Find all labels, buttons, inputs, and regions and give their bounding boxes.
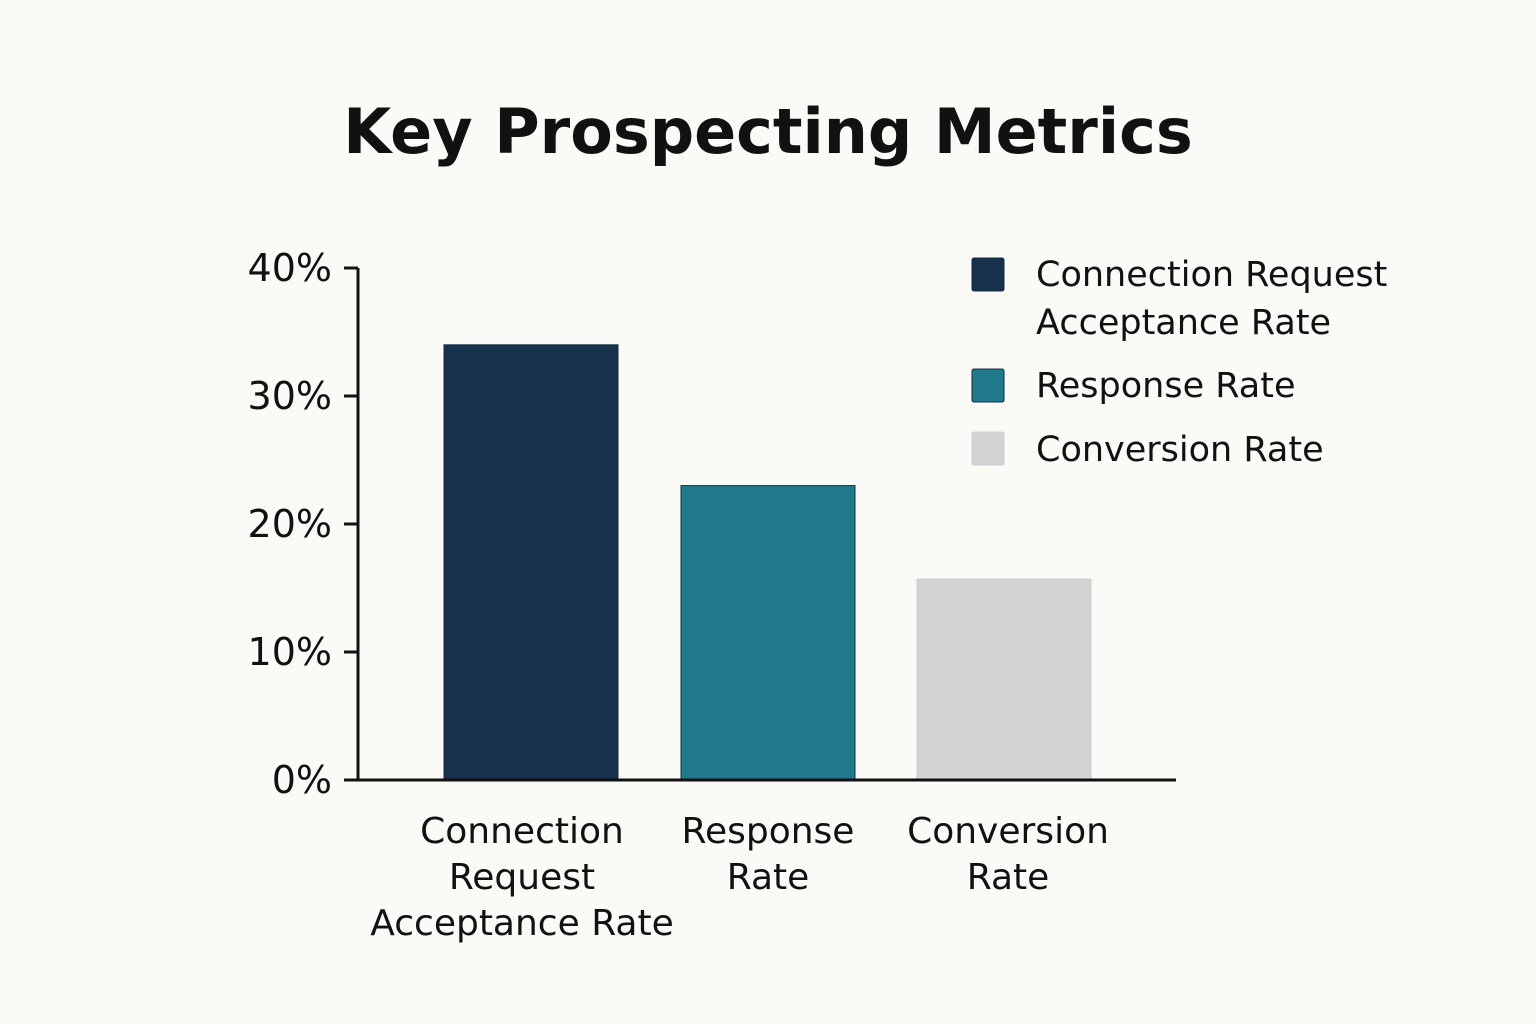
x-axis-category-labels: Connection Request Acceptance Rate Response… xyxy=(370,811,1109,944)
y-tick-label: 30% xyxy=(248,374,332,418)
bars xyxy=(443,344,1092,781)
legend-label: Connection Request xyxy=(1036,255,1387,295)
y-tick-label: 10% xyxy=(248,630,332,674)
axes xyxy=(356,268,1176,782)
bar xyxy=(680,485,856,781)
x-tick-label: Response xyxy=(682,811,855,852)
y-tick-label: 0% xyxy=(272,758,332,802)
x-tick-label: Request xyxy=(449,857,595,898)
y-axis-ticks: 0% 10% 20% 30% 40% xyxy=(248,246,358,802)
x-tick-label: Connection xyxy=(420,811,624,852)
chart-title: Key Prospecting Metrics xyxy=(343,95,1193,168)
x-tick-label: Rate xyxy=(967,857,1050,898)
y-tick-label: 20% xyxy=(248,502,332,546)
bar xyxy=(916,578,1092,781)
legend-swatch xyxy=(971,431,1005,466)
x-tick-label: Acceptance Rate xyxy=(370,903,674,944)
y-tick-label: 40% xyxy=(248,246,332,290)
x-tick-label: Rate xyxy=(727,857,810,898)
bar xyxy=(443,344,619,781)
legend-label: Acceptance Rate xyxy=(1036,303,1331,343)
legend-label: Response Rate xyxy=(1036,366,1295,406)
legend-label: Conversion Rate xyxy=(1036,430,1324,470)
legend-swatch xyxy=(971,257,1005,292)
legend: Connection Request Acceptance Rate Respons… xyxy=(971,255,1387,470)
x-tick-label: Conversion xyxy=(907,811,1109,852)
legend-swatch xyxy=(971,368,1005,403)
